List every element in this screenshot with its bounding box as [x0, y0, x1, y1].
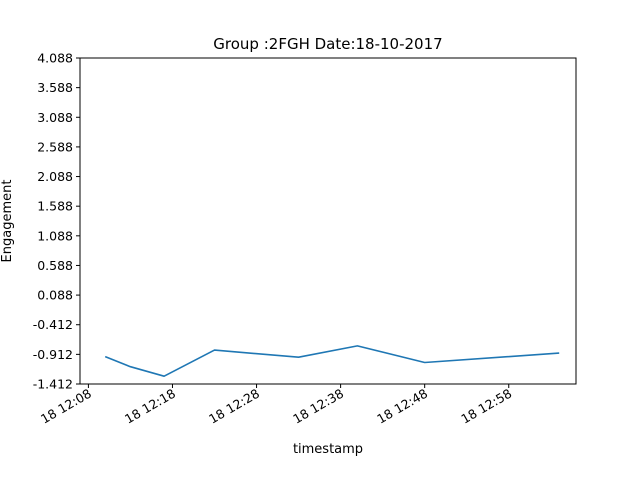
y-tick-label: 2.088 [37, 169, 73, 184]
x-tick-label: 18 12:58 [458, 386, 514, 427]
y-tick-label: 1.588 [37, 199, 73, 214]
x-tick-label: 18 12:28 [206, 386, 262, 427]
plot-frame [79, 57, 577, 385]
x-tick-label: 18 12:38 [290, 386, 346, 427]
y-axis: 4.088 3.588 3.088 2.588 2.088 1.588 1.088 0.588… [33, 51, 80, 392]
y-tick-label: 1.088 [37, 228, 73, 243]
y-tick-label: 0.088 [37, 288, 73, 303]
y-axis-label: Engagement [0, 180, 15, 263]
y-tick-label: 2.588 [37, 139, 73, 154]
y-tick-label: 4.088 [37, 51, 73, 66]
series-group [104, 345, 560, 378]
x-axis-label: timestamp [293, 442, 363, 457]
x-axis: 18 12:08 18 12:18 18 12:28 18 12:38 18 12:48… [38, 384, 514, 427]
y-tick-label: 3.588 [37, 80, 73, 95]
x-tick-label: 18 12:48 [374, 386, 430, 427]
y-tick-label: -1.412 [33, 377, 73, 392]
series-line-0 [104, 345, 560, 378]
y-tick-label: 0.588 [37, 258, 73, 273]
x-tick-label: 18 12:08 [38, 386, 94, 427]
y-tick-label: -0.912 [33, 347, 73, 362]
chart-title: Group :2FGH Date:18-10-2017 [213, 35, 442, 53]
x-tick-label: 18 12:18 [122, 386, 178, 427]
y-tick-label: -0.412 [33, 317, 73, 332]
y-tick-label: 3.088 [37, 110, 73, 125]
